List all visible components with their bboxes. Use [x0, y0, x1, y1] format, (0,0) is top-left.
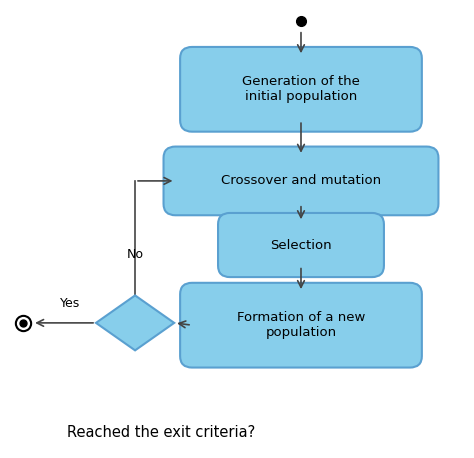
FancyBboxPatch shape — [164, 147, 438, 215]
Text: Formation of a new
population: Formation of a new population — [237, 311, 365, 339]
FancyBboxPatch shape — [180, 283, 422, 367]
FancyBboxPatch shape — [218, 213, 384, 277]
Text: Yes: Yes — [60, 297, 80, 310]
FancyBboxPatch shape — [180, 47, 422, 132]
Text: Reached the exit criteria?: Reached the exit criteria? — [67, 425, 255, 440]
Text: Generation of the
initial population: Generation of the initial population — [242, 75, 360, 104]
Text: No: No — [127, 248, 144, 261]
Text: Crossover and mutation: Crossover and mutation — [221, 174, 381, 187]
Polygon shape — [96, 295, 174, 350]
Text: Selection: Selection — [270, 239, 332, 251]
